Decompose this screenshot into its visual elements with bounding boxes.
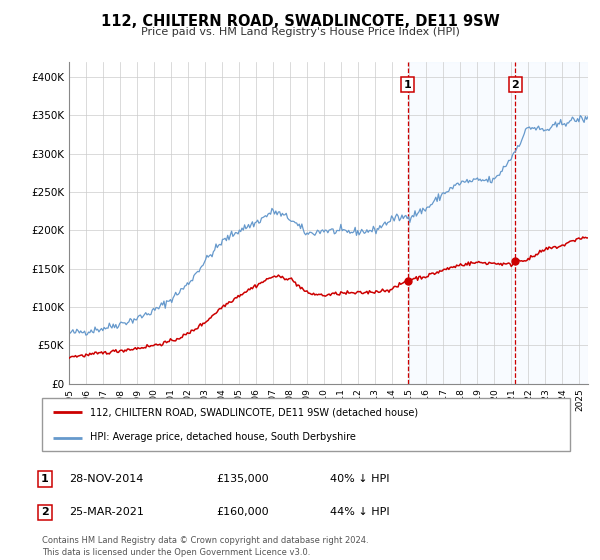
Text: 2: 2 [41,507,49,517]
Text: 1: 1 [404,80,412,90]
Text: 1: 1 [41,474,49,484]
Text: 40% ↓ HPI: 40% ↓ HPI [330,474,389,484]
Text: 2: 2 [511,80,519,90]
Text: £160,000: £160,000 [216,507,269,517]
Text: Price paid vs. HM Land Registry's House Price Index (HPI): Price paid vs. HM Land Registry's House … [140,27,460,37]
FancyBboxPatch shape [42,398,570,451]
Bar [408,62,588,384]
Text: This data is licensed under the Open Government Licence v3.0.: This data is licensed under the Open Gov… [42,548,310,557]
Text: 112, CHILTERN ROAD, SWADLINCOTE, DE11 9SW: 112, CHILTERN ROAD, SWADLINCOTE, DE11 9S… [101,14,499,29]
Text: Contains HM Land Registry data © Crown copyright and database right 2024.: Contains HM Land Registry data © Crown c… [42,536,368,545]
Text: HPI: Average price, detached house, South Derbyshire: HPI: Average price, detached house, Sout… [89,432,355,442]
Text: 28-NOV-2014: 28-NOV-2014 [69,474,143,484]
Text: 112, CHILTERN ROAD, SWADLINCOTE, DE11 9SW (detached house): 112, CHILTERN ROAD, SWADLINCOTE, DE11 9S… [89,408,418,418]
Text: 44% ↓ HPI: 44% ↓ HPI [330,507,389,517]
Text: £135,000: £135,000 [216,474,269,484]
Text: 25-MAR-2021: 25-MAR-2021 [69,507,144,517]
